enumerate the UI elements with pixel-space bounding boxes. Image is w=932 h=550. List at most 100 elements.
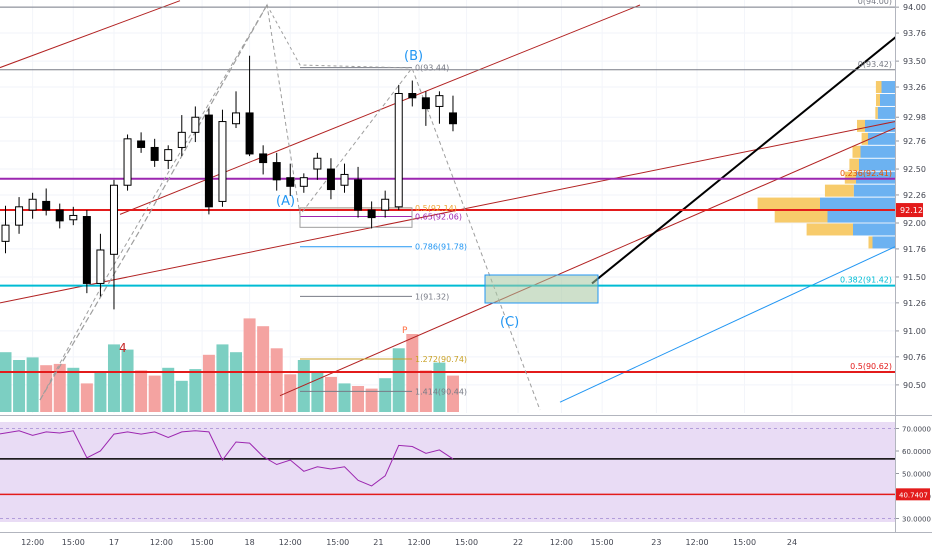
rsi-panel[interactable] bbox=[0, 422, 895, 522]
volume-bar bbox=[26, 357, 39, 412]
level-label: 0(93.42) bbox=[858, 60, 892, 69]
profile-sell-bar bbox=[860, 145, 895, 158]
rsi-value-label: 40.7407 bbox=[899, 491, 928, 499]
candle-up bbox=[218, 121, 227, 202]
candle-up bbox=[299, 177, 308, 187]
volume-bar bbox=[13, 360, 26, 412]
volume-bar bbox=[53, 363, 66, 412]
channel-line-upper bbox=[0, 0, 181, 69]
price-tick-label: 92.00 bbox=[903, 219, 926, 228]
retracement-label: 0.786(91.78) bbox=[415, 243, 467, 252]
profile-buy-bar bbox=[875, 106, 878, 119]
wave-zigzag bbox=[39, 3, 541, 411]
current-price-badge bbox=[896, 203, 923, 218]
retracement-label: 0(93.44) bbox=[415, 64, 449, 73]
price-tick-label: 93.76 bbox=[903, 29, 926, 38]
time-tick-label: 12:00 bbox=[150, 538, 173, 547]
volume-bar bbox=[338, 383, 351, 412]
time-tick-label: 12:00 bbox=[408, 538, 431, 547]
volume-bar bbox=[202, 354, 215, 412]
price-tick-label: 91.50 bbox=[903, 273, 926, 282]
profile-buy-bar bbox=[844, 171, 856, 184]
time-tick-label: 15:00 bbox=[62, 538, 85, 547]
profile-sell-bar bbox=[853, 184, 895, 197]
price-tick-label: 91.26 bbox=[903, 299, 926, 308]
volume-bar bbox=[446, 375, 459, 412]
retracement-label: 0.65(92.06) bbox=[415, 213, 462, 222]
wave-annotations: (B) (A) (C) 4 P bbox=[119, 49, 519, 355]
wave-dashed-left bbox=[39, 4, 268, 401]
candle-up bbox=[69, 214, 78, 221]
candle-down bbox=[354, 179, 363, 211]
time-axis[interactable]: 12:00 15:00 17 12:00 15:00 18 12:00 15:00 21 12:0… bbox=[21, 538, 797, 547]
profile-sell-bar bbox=[881, 81, 895, 94]
candle-down bbox=[55, 209, 64, 222]
profile-buy-bar bbox=[852, 145, 861, 158]
candle-down bbox=[245, 112, 254, 155]
profile-sell-bar bbox=[853, 223, 895, 236]
volume-profile bbox=[757, 81, 895, 249]
candle-down bbox=[204, 114, 213, 208]
trend-line-blue bbox=[559, 246, 895, 403]
candle-up bbox=[394, 92, 403, 208]
candle-down bbox=[421, 97, 430, 110]
wave-label-4: 4 bbox=[119, 341, 127, 355]
profile-buy-bar bbox=[849, 158, 859, 171]
volume-bar bbox=[216, 344, 229, 412]
candle-up bbox=[232, 112, 241, 125]
volume-bars bbox=[0, 318, 459, 412]
profile-buy-bar bbox=[861, 132, 868, 145]
volume-bar bbox=[94, 373, 107, 412]
volume-bar bbox=[365, 388, 378, 412]
time-tick-label: 17 bbox=[109, 538, 119, 547]
profile-buy-bar bbox=[875, 81, 882, 94]
pivot-label-p: P bbox=[402, 326, 408, 336]
rsi-axis[interactable]: 70.000060.000050.000040.000030.000040.74… bbox=[895, 426, 931, 524]
price-tick-label: 92.98 bbox=[903, 113, 926, 122]
profile-buy-bar bbox=[757, 197, 820, 210]
profile-buy-bar bbox=[876, 93, 880, 106]
projection-line bbox=[591, 36, 895, 285]
time-tick-label: 15:00 bbox=[455, 538, 478, 547]
candle-down bbox=[259, 153, 268, 164]
candle-down bbox=[137, 140, 146, 148]
rsi-tick-label: 60.0000 bbox=[902, 448, 931, 456]
time-tick-label: 23 bbox=[651, 538, 661, 547]
rsi-tick-label: 50.0000 bbox=[902, 471, 931, 479]
volume-bar bbox=[148, 375, 161, 412]
volume-bar bbox=[433, 362, 446, 412]
retracement-label: 1(91.32) bbox=[415, 292, 449, 301]
candle-down bbox=[272, 162, 281, 181]
profile-sell-bar bbox=[827, 210, 895, 223]
candle-up bbox=[15, 206, 24, 226]
price-tick-label: 93.26 bbox=[903, 83, 926, 92]
price-panel[interactable]: 0(94.00) 0(93.42) 0.236(92.41) 0.382(91.42)… bbox=[0, 0, 898, 413]
rsi-value-badge bbox=[896, 488, 930, 501]
price-axis[interactable]: 94.00 93.76 93.50 93.26 92.98 92.76 92.50 92.26… bbox=[895, 3, 926, 390]
retracement-label: 0.5(92.14) bbox=[415, 204, 457, 213]
candle-up bbox=[313, 157, 322, 170]
time-tick-label: 15:00 bbox=[326, 538, 349, 547]
profile-buy-bar bbox=[824, 184, 854, 197]
candle-up bbox=[28, 198, 37, 211]
time-tick-label: 22 bbox=[513, 538, 523, 547]
volume-bar bbox=[257, 326, 270, 412]
channel-line-lower bbox=[279, 127, 895, 397]
level-label: 0.236(92.41) bbox=[840, 169, 892, 178]
profile-sell-bar bbox=[872, 236, 895, 249]
drawing-lines bbox=[0, 0, 895, 411]
profile-sell-bar bbox=[856, 171, 895, 184]
price-tick-label: 90.50 bbox=[903, 381, 926, 390]
rsi-line bbox=[0, 430, 454, 487]
profile-buy-bar bbox=[774, 210, 828, 223]
target-zone-box[interactable] bbox=[484, 274, 599, 304]
wave-label-b: (B) bbox=[404, 49, 423, 64]
time-tick-label: 12:00 bbox=[686, 538, 709, 547]
rsi-tick-label: 70.0000 bbox=[902, 426, 931, 434]
rsi-background bbox=[0, 422, 895, 522]
candle-down bbox=[82, 216, 91, 284]
level-label: 0.5(90.62) bbox=[850, 362, 892, 371]
volume-bar bbox=[80, 383, 93, 412]
volume-bar bbox=[284, 374, 297, 412]
price-tick-label: 92.50 bbox=[903, 165, 926, 174]
